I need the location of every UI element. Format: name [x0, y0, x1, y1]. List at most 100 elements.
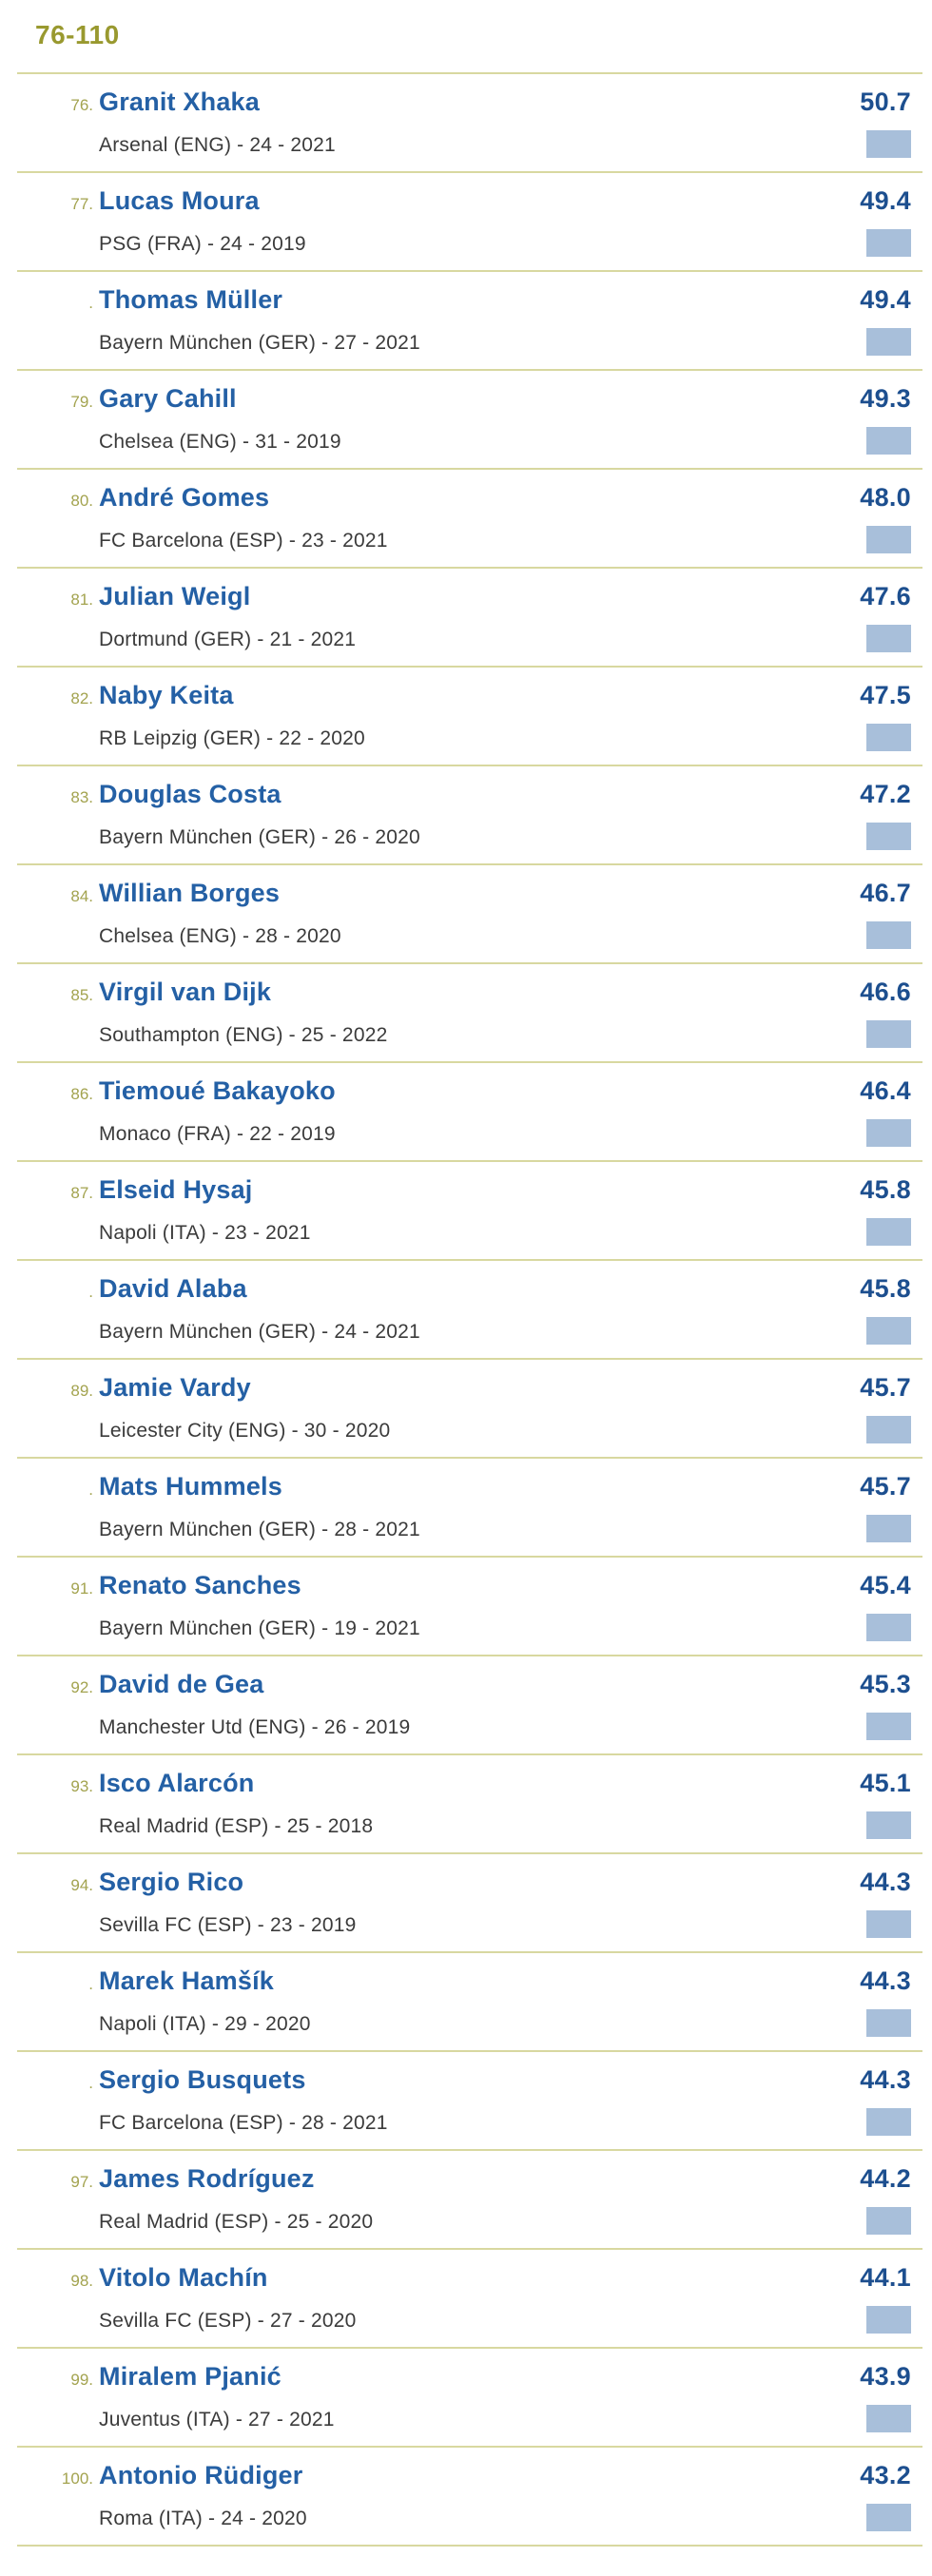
score-marker-square — [866, 130, 911, 158]
player-info: Tiemoué Bakayoko Monaco (FRA) - 22 - 201… — [93, 1076, 860, 1145]
player-rank: . — [88, 1283, 93, 1301]
player-name-link[interactable]: Douglas Costa — [99, 780, 282, 808]
player-rank: 97. — [70, 2173, 93, 2191]
player-score-block: 45.1 — [860, 1769, 911, 1839]
player-info: Sergio Rico Sevilla FC (ESP) - 23 - 2019 — [93, 1868, 860, 1936]
player-row: 77. Lucas Moura PSG (FRA) - 24 - 2019 49… — [17, 173, 922, 272]
player-row: 98. Vitolo Machín Sevilla FC (ESP) - 27 … — [17, 2250, 922, 2349]
player-name-link[interactable]: Mats Hummels — [99, 1472, 282, 1501]
player-name-link[interactable]: Miralem Pjanić — [99, 2362, 282, 2391]
player-club-age-year: Manchester Utd (ENG) - 26 - 2019 — [99, 1716, 411, 1738]
player-name-link[interactable]: David de Gea — [99, 1670, 264, 1698]
player-name-link[interactable]: Naby Keita — [99, 681, 234, 709]
player-info: Sergio Busquets FC Barcelona (ESP) - 28 … — [93, 2065, 860, 2134]
player-score: 48.0 — [860, 483, 911, 512]
score-marker-square — [866, 1416, 911, 1443]
player-name-link[interactable]: Elseid Hysaj — [99, 1175, 253, 1204]
player-row: 97. James Rodríguez Real Madrid (ESP) - … — [17, 2151, 922, 2250]
player-name-link[interactable]: Thomas Müller — [99, 285, 283, 314]
player-rank: 92. — [70, 1678, 93, 1696]
player-score-block: 44.2 — [860, 2164, 911, 2235]
player-club-age-year: Napoli (ITA) - 29 - 2020 — [99, 2013, 311, 2035]
player-score-block: 45.8 — [860, 1175, 911, 1246]
player-rank: 77. — [70, 195, 93, 213]
player-club-age-year: Southampton (ENG) - 25 - 2022 — [99, 1024, 388, 1046]
player-info: Miralem Pjanić Juventus (ITA) - 27 - 202… — [93, 2362, 860, 2431]
player-name-link[interactable]: Tiemoué Bakayoko — [99, 1076, 336, 1105]
player-name-link[interactable]: Julian Weigl — [99, 582, 251, 610]
score-marker-square — [866, 2207, 911, 2235]
player-info: Gary Cahill Chelsea (ENG) - 31 - 2019 — [93, 384, 860, 453]
player-score-block: 47.5 — [860, 681, 911, 751]
player-name-link[interactable]: Jamie Vardy — [99, 1373, 251, 1402]
player-score: 47.5 — [860, 681, 911, 709]
player-rank: 81. — [70, 591, 93, 609]
player-score-block: 49.4 — [860, 285, 911, 356]
player-score: 45.3 — [860, 1670, 911, 1698]
player-row: . Sergio Busquets FC Barcelona (ESP) - 2… — [17, 2052, 922, 2151]
score-marker-square — [866, 1515, 911, 1542]
player-score-block: 43.2 — [860, 2461, 911, 2531]
score-marker-square — [866, 1811, 911, 1839]
player-row: 93. Isco Alarcón Real Madrid (ESP) - 25 … — [17, 1755, 922, 1854]
player-info: Jamie Vardy Leicester City (ENG) - 30 - … — [93, 1373, 860, 1442]
player-name-link[interactable]: Gary Cahill — [99, 384, 237, 413]
score-marker-square — [866, 1317, 911, 1345]
player-name-link[interactable]: Renato Sanches — [99, 1571, 301, 1599]
player-name-link[interactable]: Vitolo Machín — [99, 2263, 268, 2292]
player-row: 82. Naby Keita RB Leipzig (GER) - 22 - 2… — [17, 668, 922, 766]
player-score: 43.9 — [860, 2362, 911, 2391]
player-club-age-year: Sevilla FC (ESP) - 23 - 2019 — [99, 1914, 357, 1936]
player-name-link[interactable]: Sergio Busquets — [99, 2065, 306, 2094]
player-score-block: 46.7 — [860, 879, 911, 949]
player-row: 83. Douglas Costa Bayern München (GER) -… — [17, 766, 922, 865]
score-marker-square — [866, 1119, 911, 1147]
player-name-link[interactable]: Granit Xhaka — [99, 87, 260, 116]
player-info: James Rodríguez Real Madrid (ESP) - 25 -… — [93, 2164, 860, 2233]
player-score-block: 45.4 — [860, 1571, 911, 1641]
player-score: 44.2 — [860, 2164, 911, 2193]
player-club-age-year: RB Leipzig (GER) - 22 - 2020 — [99, 727, 365, 749]
player-row: 89. Jamie Vardy Leicester City (ENG) - 3… — [17, 1360, 922, 1459]
player-name-link[interactable]: Sergio Rico — [99, 1868, 244, 1896]
player-info: Renato Sanches Bayern München (GER) - 19… — [93, 1571, 860, 1639]
player-score: 44.3 — [860, 1966, 911, 1995]
player-club-age-year: Chelsea (ENG) - 31 - 2019 — [99, 431, 341, 453]
player-score-block: 45.3 — [860, 1670, 911, 1740]
score-marker-square — [866, 1713, 911, 1740]
player-name-link[interactable]: André Gomes — [99, 483, 270, 512]
player-club-age-year: Bayern München (GER) - 28 - 2021 — [99, 1519, 420, 1540]
player-score-block: 45.7 — [860, 1373, 911, 1443]
player-rank: 83. — [70, 788, 93, 806]
player-score: 49.3 — [860, 384, 911, 413]
player-score: 44.1 — [860, 2263, 911, 2292]
player-name-link[interactable]: Isco Alarcón — [99, 1769, 255, 1797]
player-score: 45.7 — [860, 1373, 911, 1402]
player-rank: 93. — [70, 1777, 93, 1795]
player-name-link[interactable]: David Alaba — [99, 1274, 247, 1303]
score-marker-square — [866, 1910, 911, 1938]
player-rank: 85. — [70, 986, 93, 1004]
player-row: . David Alaba Bayern München (GER) - 24 … — [17, 1261, 922, 1360]
player-name-link[interactable]: Marek Hamšík — [99, 1966, 275, 1995]
player-info: Virgil van Dijk Southampton (ENG) - 25 -… — [93, 978, 860, 1046]
player-rank: 89. — [70, 1382, 93, 1400]
player-name-link[interactable]: Lucas Moura — [99, 186, 260, 215]
player-name-link[interactable]: Virgil van Dijk — [99, 978, 272, 1006]
score-marker-square — [866, 921, 911, 949]
player-name-link[interactable]: Antonio Rüdiger — [99, 2461, 303, 2489]
player-score-block: 44.3 — [860, 1868, 911, 1938]
player-rank: . — [88, 1481, 93, 1499]
player-info: Thomas Müller Bayern München (GER) - 27 … — [93, 285, 860, 354]
player-score-block: 49.3 — [860, 384, 911, 455]
ranking-page: 76-110 76. Granit Xhaka Arsenal (ENG) - … — [17, 0, 922, 2576]
player-score: 45.4 — [860, 1571, 911, 1599]
player-name-link[interactable]: James Rodríguez — [99, 2164, 315, 2193]
player-score-block: 49.4 — [860, 186, 911, 257]
player-club-age-year: Arsenal (ENG) - 24 - 2021 — [99, 134, 336, 156]
player-club-age-year: Roma (ITA) - 24 - 2020 — [99, 2508, 307, 2529]
player-name-link[interactable]: Willian Borges — [99, 879, 281, 907]
player-row: 84. Willian Borges Chelsea (ENG) - 28 - … — [17, 865, 922, 964]
player-club-age-year: Real Madrid (ESP) - 25 - 2018 — [99, 1815, 374, 1837]
score-marker-square — [866, 823, 911, 850]
